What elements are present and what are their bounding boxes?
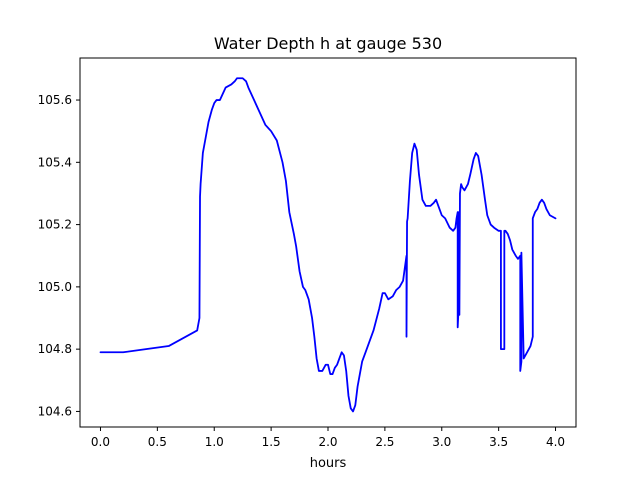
x-tick-label: 4.0 bbox=[546, 435, 565, 449]
y-tick-label: 105.0 bbox=[38, 280, 72, 294]
x-tick-label: 1.0 bbox=[205, 435, 224, 449]
x-axis-ticks: 0.0 0.5 1.0 1.5 2.0 2.5 3.0 3.5 4.0 bbox=[91, 427, 565, 449]
x-tick-label: 3.5 bbox=[489, 435, 508, 449]
x-tick-label: 3.0 bbox=[432, 435, 451, 449]
x-tick-label: 2.5 bbox=[375, 435, 394, 449]
x-tick-label: 0.0 bbox=[91, 435, 110, 449]
y-tick-label: 105.2 bbox=[38, 218, 72, 232]
y-tick-label: 105.6 bbox=[38, 93, 72, 107]
chart-title: Water Depth h at gauge 530 bbox=[214, 34, 442, 53]
x-tick-label: 2.0 bbox=[318, 435, 337, 449]
x-axis-label: hours bbox=[310, 456, 347, 471]
plot-frame bbox=[79, 57, 577, 428]
x-tick-label: 1.5 bbox=[262, 435, 281, 449]
water-depth-line bbox=[99, 77, 557, 413]
y-tick-label: 105.4 bbox=[38, 155, 72, 169]
y-tick-label: 104.8 bbox=[38, 342, 72, 356]
y-axis-ticks: 104.6 104.8 105.0 105.2 105.4 105.6 bbox=[38, 93, 80, 418]
y-tick-label: 104.6 bbox=[38, 404, 72, 418]
x-tick-label: 0.5 bbox=[148, 435, 167, 449]
